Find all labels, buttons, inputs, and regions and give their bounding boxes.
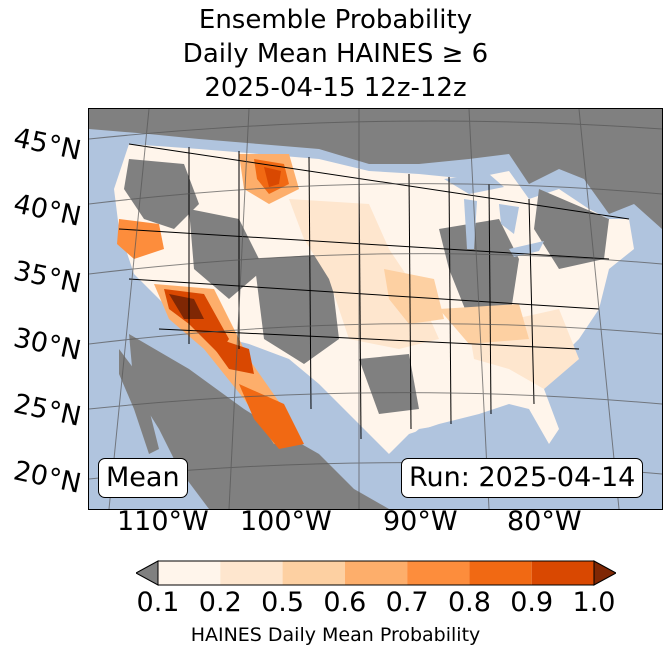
nodata-texas	[359, 354, 419, 414]
colorbar-cell	[407, 561, 470, 585]
lon-label-110: 110°W	[117, 506, 209, 537]
colorbar-under-arrow	[136, 560, 159, 586]
colorbar	[136, 560, 616, 586]
state-borders	[118, 143, 630, 440]
lat-label-25: 25°N	[10, 388, 84, 433]
colorbar-tick-label: 0.2	[198, 587, 242, 618]
nodata-midwest	[439, 219, 519, 324]
hotspot-california	[117, 219, 164, 259]
title-line-2: Daily Mean HAINES ≥ 6	[182, 39, 489, 69]
colorbar-cell	[344, 561, 408, 585]
lat-label-40: 40°N	[10, 188, 84, 233]
map-panel	[88, 108, 663, 510]
lon-label-90: 90°W	[383, 506, 458, 537]
lake-huron	[499, 204, 519, 234]
map-canvas	[89, 109, 662, 509]
lat-label-45: 45°N	[10, 122, 84, 167]
colorbar-tick-label: 0.9	[510, 587, 554, 618]
lat-label-30: 30°N	[10, 322, 84, 367]
hotspot-nevada-core	[169, 294, 204, 319]
colorbar-tick-label: 1.0	[572, 587, 616, 618]
hotspot-wyoming-core	[264, 167, 281, 187]
title-line-1: Ensemble Probability	[198, 5, 473, 35]
title-line-3: 2025-04-15 12z-12z	[204, 73, 467, 103]
colorbar-cell	[469, 561, 532, 585]
colorbar-outline	[157, 560, 595, 586]
colorbar-cell	[220, 561, 283, 585]
lat-label-20: 20°N	[10, 455, 84, 500]
colorbar-cell	[158, 561, 221, 585]
colorbar-tick-label: 0.8	[447, 587, 491, 618]
prob-kansas	[384, 269, 444, 324]
lat-label-35: 35°N	[10, 255, 84, 300]
colorbar-cell	[282, 561, 345, 585]
colorbar-label: HAINES Daily Mean Probability	[190, 624, 481, 646]
colorbar-tick-label: 0.6	[323, 587, 367, 618]
nodata-northeast	[534, 189, 609, 269]
run-label-box: Run: 2025-04-14	[401, 458, 644, 498]
baja-land	[119, 349, 159, 454]
colorbar-tick-label: 0.1	[136, 587, 180, 618]
colorbar-tick-label: 0.5	[261, 587, 305, 618]
stat-label-box: Mean	[98, 458, 188, 498]
colorbar-tick-label: 0.7	[385, 587, 429, 618]
lon-label-80: 80°W	[507, 506, 582, 537]
colorbar-over-arrow	[593, 560, 616, 586]
canada-land	[89, 109, 662, 229]
hotspot-sonora	[204, 334, 254, 374]
nodata-great-basin	[189, 209, 264, 299]
hotspot-chihuahua	[239, 384, 304, 449]
graticule	[89, 109, 662, 509]
lon-label-100: 100°W	[240, 506, 332, 537]
colorbar-cell	[531, 561, 594, 585]
